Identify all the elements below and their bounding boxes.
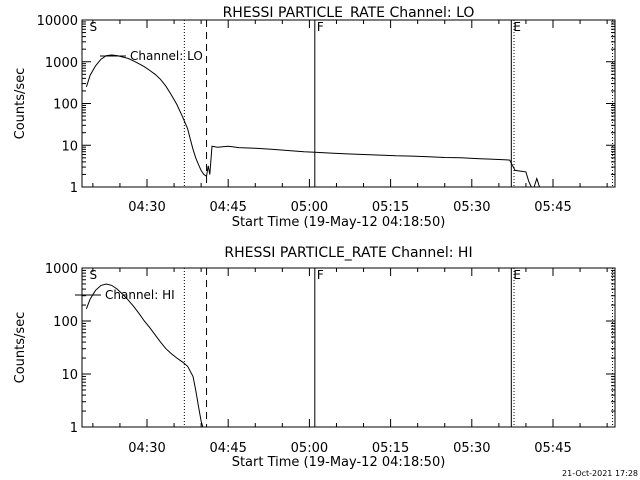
x-tick-label: 05:15 (372, 441, 409, 456)
event-marker-label: F (317, 20, 324, 34)
x-tick-label: 05:30 (453, 441, 490, 456)
plot-frame (81, 19, 616, 188)
x-tick-label: 05:45 (534, 200, 571, 215)
x-tick-label: 04:30 (128, 441, 165, 456)
x-axis-label: Start Time (19-May-12 04:18:50) (232, 215, 446, 230)
y-tick-label: 10000 (37, 14, 78, 29)
y-tick-label: 1 (70, 181, 78, 196)
x-axis-label: Start Time (19-May-12 04:18:50) (232, 455, 446, 470)
y-tick-label: 100 (53, 98, 78, 113)
x-tick-label: 05:30 (453, 200, 490, 215)
y-tick-label: 10 (61, 139, 78, 154)
legend-label: Channel: LO (130, 49, 203, 63)
y-axis-label: Counts/sec (13, 312, 28, 384)
event-marker-label: S (89, 20, 97, 34)
y-tick-label: 100 (53, 315, 78, 330)
series-line (85, 283, 204, 427)
chart-panel-lo: RHESSI PARTICLE_RATE Channel: LO Start Ti… (13, 5, 616, 230)
y-tick-label: 1000 (45, 262, 78, 277)
event-marker-label: E (513, 268, 521, 282)
x-tick-label: 04:45 (209, 441, 246, 456)
y-tick-label: 1 (70, 421, 78, 436)
y-axis-label: Counts/sec (13, 68, 28, 140)
x-tick-label: 05:45 (534, 441, 571, 456)
x-tick-label: 05:00 (291, 441, 328, 456)
footer-timestamp: 21-Oct-2021 17:28 (562, 469, 638, 478)
chart-title: RHESSI PARTICLE_RATE Channel: LO (223, 5, 475, 21)
x-tick-label: 05:15 (372, 200, 409, 215)
chart-panel-hi: RHESSI PARTICLE_RATE Channel: HI Start Ti… (13, 245, 616, 470)
chart-title: RHESSI PARTICLE_RATE Channel: HI (224, 245, 472, 261)
event-marker-label: E (513, 20, 521, 34)
x-tick-label: 05:00 (291, 200, 328, 215)
x-tick-label: 04:30 (128, 200, 165, 215)
plot-frame (81, 267, 616, 428)
y-tick-label: 1000 (45, 56, 78, 71)
x-tick-label: 04:45 (209, 200, 246, 215)
y-tick-label: 10 (61, 368, 78, 383)
event-marker-label: S (89, 268, 97, 282)
series-line (85, 54, 608, 187)
event-marker-label: F (317, 268, 324, 282)
legend-label: Channel: HI (105, 288, 175, 302)
